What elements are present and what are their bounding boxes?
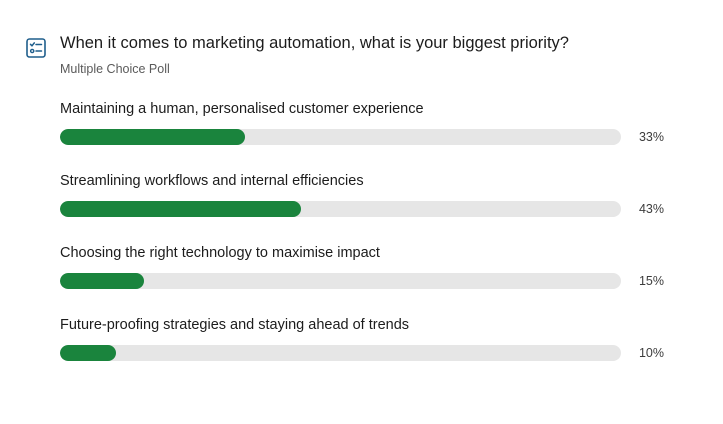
poll-question: When it comes to marketing automation, w…	[60, 34, 569, 52]
poll-option-4[interactable]: Future-proofing strategies and staying a…	[60, 316, 680, 372]
poll-option-bar	[60, 129, 621, 145]
poll-option-bar-fill	[60, 273, 145, 289]
poll-option-percent: 33%	[638, 130, 664, 144]
poll-option-label: Future-proofing strategies and staying a…	[60, 317, 410, 333]
poll-option-bar	[60, 201, 621, 217]
poll-option-bar-fill	[60, 129, 246, 145]
poll-option-label: Choosing the right technology to maximis…	[60, 245, 380, 261]
poll-option-2[interactable]: Streamlining workflows and internal effi…	[60, 172, 680, 228]
checklist-icon	[26, 38, 46, 58]
poll-option-percent: 43%	[638, 202, 664, 216]
poll-option-percent: 10%	[638, 346, 664, 360]
poll-option-label: Streamlining workflows and internal effi…	[60, 173, 364, 189]
poll-option-bar	[60, 345, 621, 361]
poll-option-label: Maintaining a human, personalised custom…	[60, 101, 424, 117]
poll-type-label: Multiple Choice Poll	[60, 62, 170, 76]
poll-option-1[interactable]: Maintaining a human, personalised custom…	[60, 100, 680, 156]
poll-option-bar	[60, 273, 621, 289]
poll-option-bar-fill	[60, 345, 117, 361]
poll-option-3[interactable]: Choosing the right technology to maximis…	[60, 244, 680, 300]
poll-option-percent: 15%	[638, 274, 664, 288]
poll-option-bar-fill	[60, 201, 302, 217]
